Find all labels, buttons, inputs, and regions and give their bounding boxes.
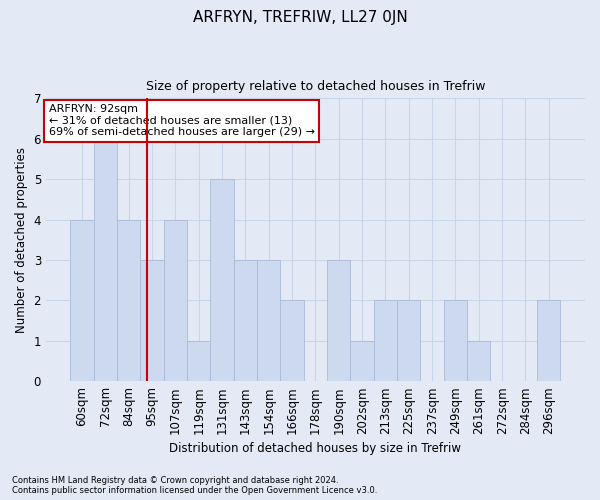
Bar — [350, 341, 374, 381]
Bar — [327, 260, 350, 381]
Bar — [164, 220, 187, 381]
Bar — [94, 138, 117, 381]
X-axis label: Distribution of detached houses by size in Trefriw: Distribution of detached houses by size … — [169, 442, 461, 455]
Bar — [397, 300, 421, 381]
Bar — [280, 300, 304, 381]
Bar — [257, 260, 280, 381]
Bar — [117, 220, 140, 381]
Bar — [374, 300, 397, 381]
Bar — [444, 300, 467, 381]
Bar — [467, 341, 490, 381]
Y-axis label: Number of detached properties: Number of detached properties — [15, 147, 28, 333]
Bar — [211, 179, 234, 381]
Text: Contains HM Land Registry data © Crown copyright and database right 2024.
Contai: Contains HM Land Registry data © Crown c… — [12, 476, 377, 495]
Bar — [187, 341, 211, 381]
Text: ARFRYN, TREFRIW, LL27 0JN: ARFRYN, TREFRIW, LL27 0JN — [193, 10, 407, 25]
Bar — [140, 260, 164, 381]
Bar — [70, 220, 94, 381]
Title: Size of property relative to detached houses in Trefriw: Size of property relative to detached ho… — [146, 80, 485, 93]
Bar — [234, 260, 257, 381]
Bar — [537, 300, 560, 381]
Text: ARFRYN: 92sqm
← 31% of detached houses are smaller (13)
69% of semi-detached hou: ARFRYN: 92sqm ← 31% of detached houses a… — [49, 104, 314, 137]
